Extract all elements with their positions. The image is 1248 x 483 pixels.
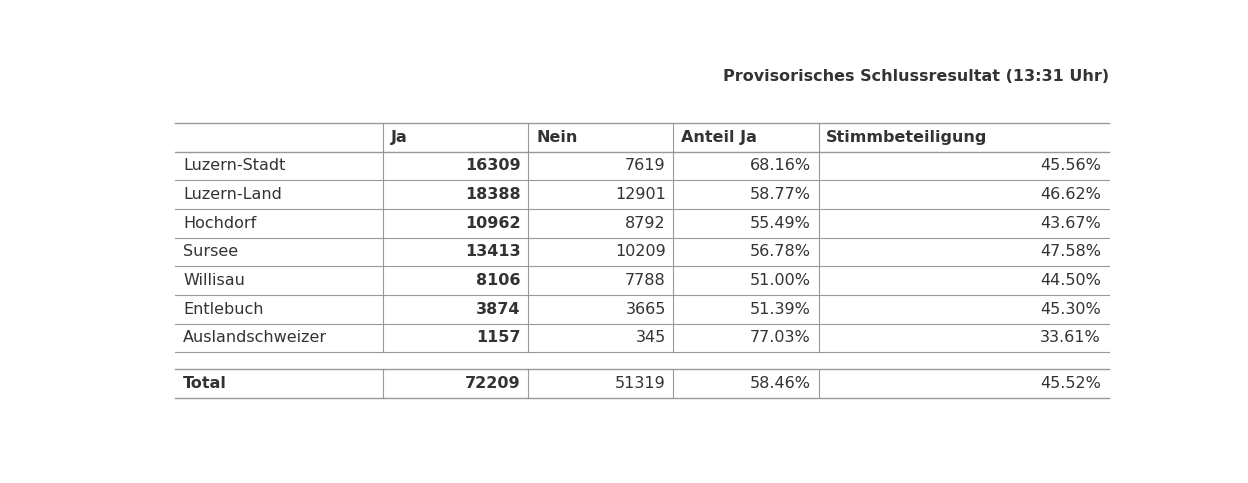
Text: Auslandschweizer: Auslandschweizer: [183, 330, 327, 345]
Text: 10962: 10962: [466, 216, 520, 231]
Text: 18388: 18388: [466, 187, 520, 202]
Text: 46.62%: 46.62%: [1040, 187, 1101, 202]
Text: Total: Total: [183, 376, 227, 391]
Text: 72209: 72209: [466, 376, 520, 391]
Text: 51319: 51319: [615, 376, 665, 391]
Text: Ja: Ja: [391, 130, 408, 145]
Text: 3874: 3874: [477, 302, 520, 317]
Text: 8106: 8106: [477, 273, 520, 288]
Text: 47.58%: 47.58%: [1040, 244, 1101, 259]
Text: Luzern-Stadt: Luzern-Stadt: [183, 158, 286, 173]
Text: 43.67%: 43.67%: [1040, 216, 1101, 231]
Text: 45.56%: 45.56%: [1040, 158, 1101, 173]
Text: 7788: 7788: [625, 273, 665, 288]
Text: Hochdorf: Hochdorf: [183, 216, 256, 231]
Text: Sursee: Sursee: [183, 244, 238, 259]
Text: 58.77%: 58.77%: [750, 187, 811, 202]
Text: 16309: 16309: [466, 158, 520, 173]
Text: 51.00%: 51.00%: [750, 273, 811, 288]
Text: Provisorisches Schlussresultat (13:31 Uhr): Provisorisches Schlussresultat (13:31 Uh…: [723, 69, 1108, 84]
Text: 68.16%: 68.16%: [750, 158, 811, 173]
Text: Anteil Ja: Anteil Ja: [681, 130, 758, 145]
Text: 7619: 7619: [625, 158, 665, 173]
Text: 55.49%: 55.49%: [750, 216, 811, 231]
Text: 12901: 12901: [615, 187, 665, 202]
Text: 13413: 13413: [466, 244, 520, 259]
Text: 77.03%: 77.03%: [750, 330, 811, 345]
Text: 58.46%: 58.46%: [750, 376, 811, 391]
Text: 56.78%: 56.78%: [750, 244, 811, 259]
Text: 51.39%: 51.39%: [750, 302, 811, 317]
Text: 3665: 3665: [625, 302, 665, 317]
Text: 8792: 8792: [625, 216, 665, 231]
Text: Entlebuch: Entlebuch: [183, 302, 263, 317]
Text: 44.50%: 44.50%: [1040, 273, 1101, 288]
Text: Nein: Nein: [537, 130, 578, 145]
Text: 10209: 10209: [615, 244, 665, 259]
Text: Willisau: Willisau: [183, 273, 245, 288]
Text: 1157: 1157: [477, 330, 520, 345]
Text: 345: 345: [635, 330, 665, 345]
Text: 45.52%: 45.52%: [1040, 376, 1101, 391]
Text: Luzern-Land: Luzern-Land: [183, 187, 282, 202]
Text: 33.61%: 33.61%: [1040, 330, 1101, 345]
Text: Stimmbeteiligung: Stimmbeteiligung: [826, 130, 987, 145]
Text: 45.30%: 45.30%: [1040, 302, 1101, 317]
